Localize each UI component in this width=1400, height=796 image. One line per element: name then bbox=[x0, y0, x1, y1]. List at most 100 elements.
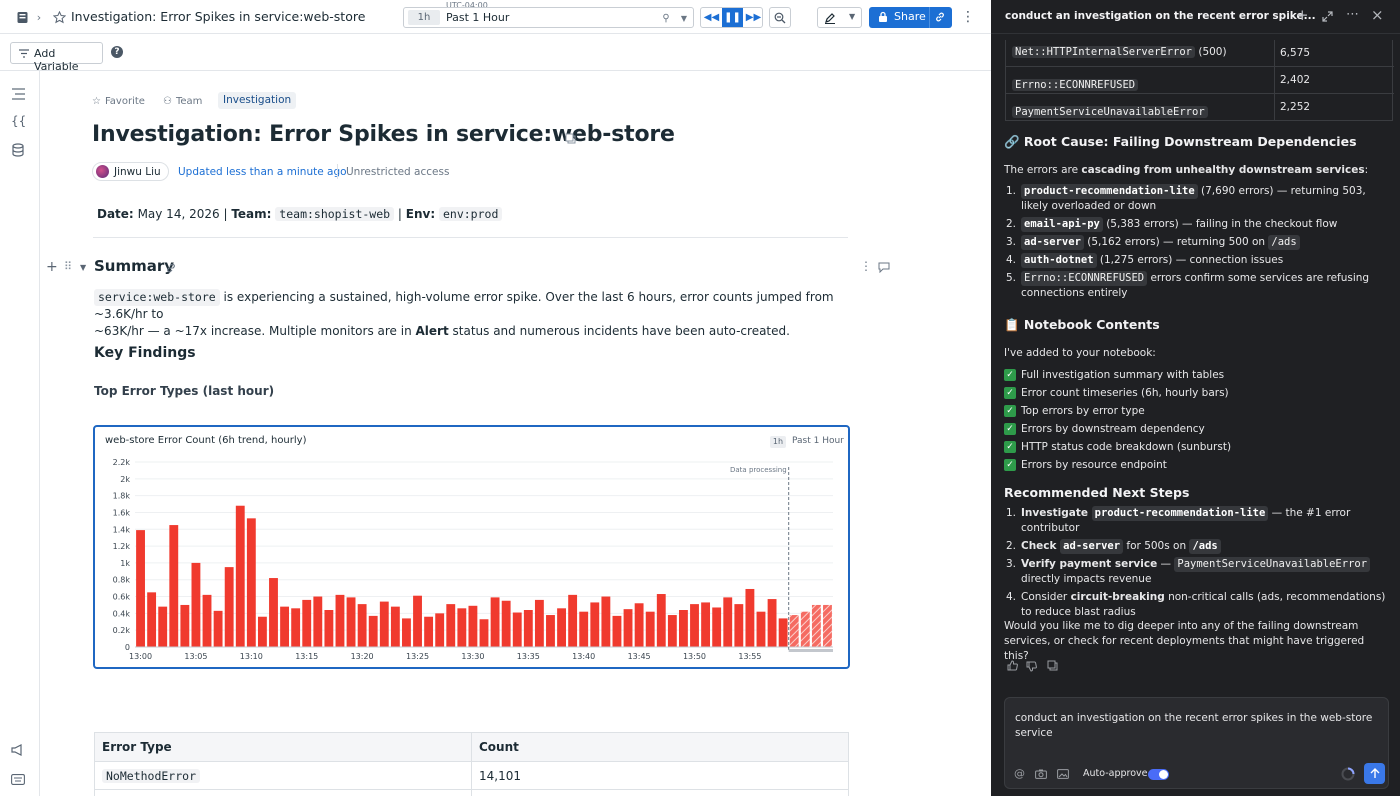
kebab-icon[interactable]: ⋮ bbox=[961, 9, 975, 25]
chart-time-badge: 1h bbox=[770, 436, 786, 448]
error-count: 6,575 bbox=[1280, 47, 1311, 59]
list-item-label: Error count timeseries (6h, hourly bars) bbox=[1021, 387, 1229, 399]
panel-title: conduct an investigation on the recent e… bbox=[1005, 10, 1316, 22]
bar bbox=[335, 594, 345, 647]
bold-text: Verify payment service bbox=[1021, 558, 1158, 570]
text: (5,162 errors) — returning 500 on bbox=[1083, 236, 1269, 248]
camera-icon[interactable] bbox=[1035, 769, 1047, 779]
outline-icon[interactable] bbox=[12, 88, 25, 100]
path-code: /ads bbox=[1268, 235, 1300, 250]
time-range-badge: 1h bbox=[408, 10, 440, 25]
y-tick-label: 2k bbox=[120, 475, 130, 484]
x-tick-label: 13:20 bbox=[351, 652, 374, 661]
x-tick-label: 13:50 bbox=[683, 652, 706, 661]
text: Consider bbox=[1021, 591, 1071, 603]
x-tick-label: 13:30 bbox=[461, 652, 484, 661]
thumbs-up-icon[interactable] bbox=[1007, 660, 1018, 671]
image-icon[interactable] bbox=[1057, 769, 1069, 779]
pause-icon[interactable]: ❚❚ bbox=[722, 8, 743, 27]
x-tick-label: 13:40 bbox=[572, 652, 595, 661]
bar bbox=[446, 604, 456, 647]
edit-mode-button[interactable]: ▼ bbox=[817, 7, 862, 28]
list-item: ✓ Error count timeseries (6h, hourly bars… bbox=[1004, 384, 1386, 402]
processing-annotation: Data processing bbox=[730, 466, 787, 474]
time-picker[interactable]: 1h Past 1 Hour ⚲ ▼ bbox=[403, 7, 694, 28]
kebab-icon[interactable]: ⋮ bbox=[860, 259, 872, 273]
more-icon[interactable]: ⋯ bbox=[1346, 7, 1359, 22]
keyboard-icon[interactable] bbox=[11, 774, 25, 785]
table-cell: NoMethodError bbox=[94, 761, 472, 790]
drag-handle-icon[interactable]: ⠿ bbox=[64, 260, 72, 273]
braces-icon[interactable]: {{ bbox=[11, 114, 27, 128]
close-icon[interactable]: × bbox=[1371, 6, 1384, 24]
comment-icon[interactable] bbox=[878, 262, 890, 273]
table-cell: Net::HTTPInternalServerError (500) bbox=[1012, 46, 1227, 58]
collapse-icon[interactable]: ▼ bbox=[80, 263, 87, 272]
column-header-count[interactable]: Count bbox=[471, 732, 849, 762]
x-tick-label: 13:35 bbox=[517, 652, 540, 661]
bar bbox=[745, 588, 755, 647]
tab-investigation[interactable]: Investigation bbox=[218, 92, 297, 109]
expand-icon[interactable] bbox=[1322, 11, 1333, 22]
copy-icon[interactable] bbox=[1047, 660, 1058, 671]
separator: | bbox=[397, 207, 402, 221]
list-item: ✓ Top errors by error type bbox=[1004, 402, 1386, 420]
loading-spinner-icon bbox=[1341, 767, 1355, 781]
bar bbox=[402, 618, 411, 647]
thumbs-down-icon[interactable] bbox=[1026, 661, 1037, 672]
star-icon[interactable] bbox=[51, 9, 67, 25]
column-header-error-type[interactable]: Error Type bbox=[94, 732, 472, 762]
link-icon[interactable] bbox=[934, 11, 946, 23]
zoom-out-button[interactable] bbox=[769, 7, 791, 28]
y-tick-label: 1.8k bbox=[113, 492, 131, 501]
link-icon[interactable] bbox=[165, 262, 177, 274]
rewind-icon[interactable]: ◀◀ bbox=[703, 12, 720, 23]
bar bbox=[667, 615, 677, 647]
bar bbox=[645, 611, 655, 647]
access-label[interactable]: Unrestricted access bbox=[346, 166, 450, 178]
database-icon[interactable] bbox=[12, 143, 24, 157]
bar bbox=[767, 599, 777, 647]
chevron-down-icon[interactable]: ▼ bbox=[680, 13, 688, 23]
copy-icon[interactable] bbox=[565, 133, 576, 144]
bar bbox=[612, 615, 622, 647]
bar bbox=[557, 608, 566, 647]
bar bbox=[202, 594, 212, 647]
tab-favorite[interactable]: ☆ Favorite bbox=[92, 94, 145, 108]
bar bbox=[468, 605, 478, 647]
auto-approve-toggle[interactable] bbox=[1148, 769, 1169, 780]
pin-icon[interactable]: ⚲ bbox=[662, 12, 670, 24]
error-code: PaymentServiceUnavailableError bbox=[1174, 557, 1371, 572]
send-button[interactable] bbox=[1364, 763, 1385, 784]
y-tick-label: 0.6k bbox=[113, 593, 131, 602]
date-value: May 14, 2026 bbox=[137, 207, 220, 221]
chat-input-box[interactable]: conduct an investigation on the recent e… bbox=[1004, 697, 1389, 789]
bar bbox=[590, 602, 600, 647]
plus-icon[interactable]: + bbox=[1296, 6, 1309, 24]
mention-icon[interactable]: @ bbox=[1014, 767, 1025, 780]
announcement-icon[interactable] bbox=[11, 744, 25, 756]
x-tick-label: 13:05 bbox=[184, 652, 207, 661]
chat-input[interactable]: conduct an investigation on the recent e… bbox=[1015, 712, 1373, 739]
chart-widget[interactable]: web-store Error Count (6h trend, hourly)… bbox=[93, 425, 850, 669]
updated-link[interactable]: Updated less than a minute ago bbox=[178, 166, 347, 178]
send-icon bbox=[1370, 768, 1379, 778]
breadcrumb-title[interactable]: Investigation: Error Spikes in service:w… bbox=[71, 9, 366, 24]
x-tick-label: 13:00 bbox=[129, 652, 152, 661]
tab-team[interactable]: ⚇ Team bbox=[163, 94, 202, 108]
root-cause-list: 1. product-recommendation-lite (7,690 err… bbox=[1004, 184, 1386, 304]
x-tick-label: 13:55 bbox=[738, 652, 761, 661]
team-label: Team: bbox=[231, 207, 272, 221]
add-variable-button[interactable]: Add Variable bbox=[10, 42, 103, 73]
plus-icon[interactable]: + bbox=[46, 259, 58, 275]
fast-forward-icon[interactable]: ▶▶ bbox=[745, 12, 762, 23]
help-icon[interactable]: ? bbox=[111, 46, 123, 58]
y-tick-label: 0.8k bbox=[113, 576, 131, 585]
notebook-icon[interactable] bbox=[14, 9, 30, 25]
error-code: Errno::ECONNREFUSED bbox=[1021, 271, 1148, 286]
bar bbox=[579, 611, 589, 647]
error-suffix: (500) bbox=[1195, 46, 1227, 58]
followup-question: Would you like me to dig deeper into any… bbox=[1004, 620, 1365, 662]
share-button[interactable]: Share bbox=[869, 7, 952, 28]
author-chip[interactable]: Jinwu Liu bbox=[92, 162, 169, 181]
